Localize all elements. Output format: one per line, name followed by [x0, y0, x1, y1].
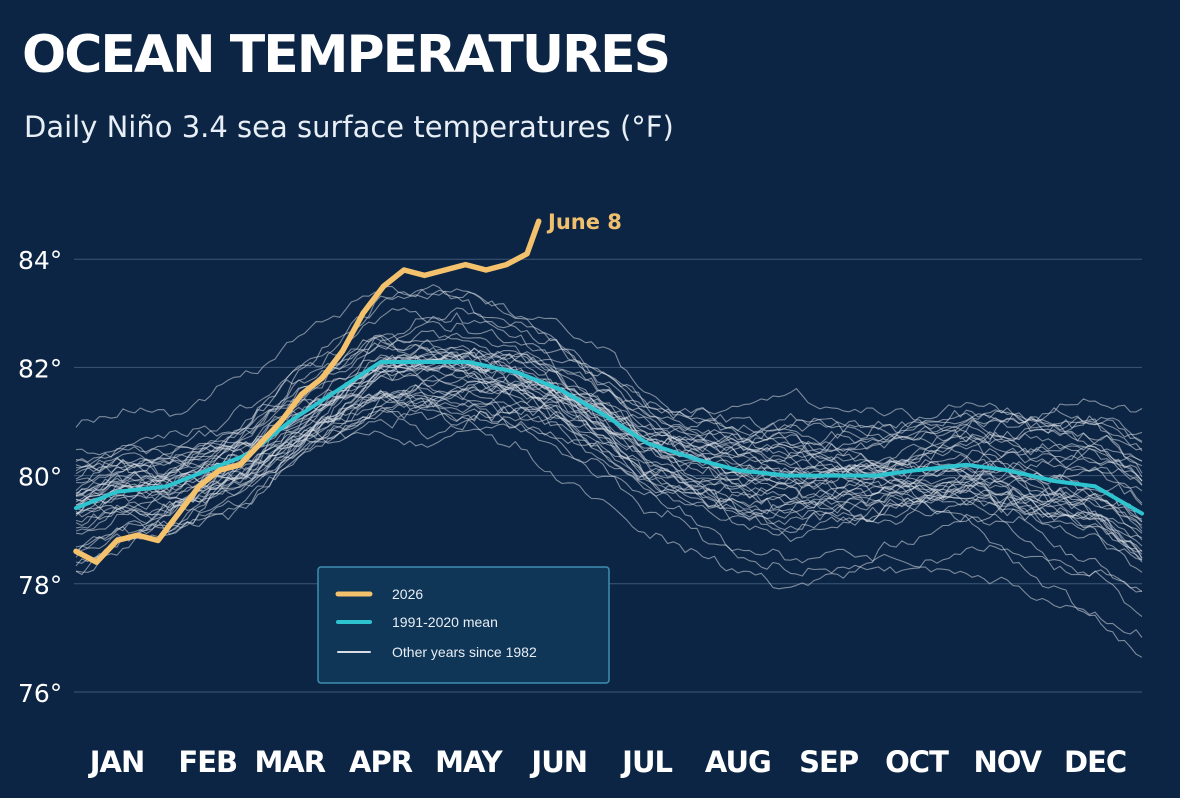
x-tick-label-may: MAY	[435, 745, 504, 779]
x-tick-label-aug: AUG	[705, 745, 771, 779]
other-year-line	[75, 393, 1143, 520]
other-year-line	[75, 380, 1143, 618]
other-year-line	[75, 365, 1143, 573]
x-tick-label-mar: MAR	[254, 745, 325, 779]
y-tick-label-84: 84°	[18, 246, 62, 275]
other-year-line	[75, 381, 1143, 547]
x-tick-label-nov: NOV	[973, 745, 1042, 779]
other-year-line	[75, 397, 1143, 590]
other-year-line	[75, 361, 1143, 467]
x-tick-label-oct: OCT	[885, 745, 949, 779]
chart-subtitle: Daily Niño 3.4 sea surface temperatures …	[24, 110, 674, 144]
other-year-line	[75, 347, 1143, 576]
chart-title: OCEAN TEMPERATURES	[22, 25, 669, 85]
other-year-line	[75, 423, 1143, 497]
x-tick-label-jul: JUL	[620, 745, 672, 779]
current-year-line	[73, 218, 542, 565]
y-axis-ticks: 76° 78° 80° 82° 84°	[18, 246, 62, 708]
legend-label-2026: 2026	[392, 586, 423, 602]
legend-box	[317, 566, 610, 684]
other-year-line	[75, 351, 1143, 567]
y-tick-label-80: 80°	[18, 463, 62, 492]
other-year-line	[75, 355, 1143, 553]
y-tick-label-78: 78°	[18, 571, 62, 600]
x-axis-ticks: JAN FEB MAR APR MAY JUN JUL AUG SEP OCT NOV DEC	[88, 745, 1127, 779]
x-tick-label-dec: DEC	[1064, 745, 1126, 779]
x-tick-label-sep: SEP	[799, 745, 859, 779]
y-tick-label-76: 76°	[18, 679, 62, 708]
other-year-line	[75, 394, 1143, 638]
x-tick-label-feb: FEB	[178, 745, 237, 779]
legend: 2026 1991-2020 mean Other years since 19…	[317, 566, 610, 684]
other-year-line	[75, 379, 1143, 573]
other-year-line	[75, 369, 1143, 507]
other-year-line	[75, 389, 1143, 559]
other-year-line	[75, 340, 1143, 561]
other-year-line	[75, 285, 1143, 559]
current-year-line-layer	[73, 218, 542, 565]
x-tick-label-jan: JAN	[88, 745, 145, 779]
x-tick-label-apr: APR	[349, 745, 413, 779]
legend-label-mean: 1991-2020 mean	[392, 614, 498, 630]
other-year-line	[75, 289, 1143, 658]
june-8-annotation: June 8	[546, 210, 622, 234]
other-year-line	[75, 339, 1143, 593]
x-tick-label-jun: JUN	[529, 745, 587, 779]
legend-label-other-years: Other years since 1982	[392, 644, 537, 660]
other-year-line	[75, 284, 1143, 536]
y-tick-label-82: 82°	[18, 354, 62, 383]
